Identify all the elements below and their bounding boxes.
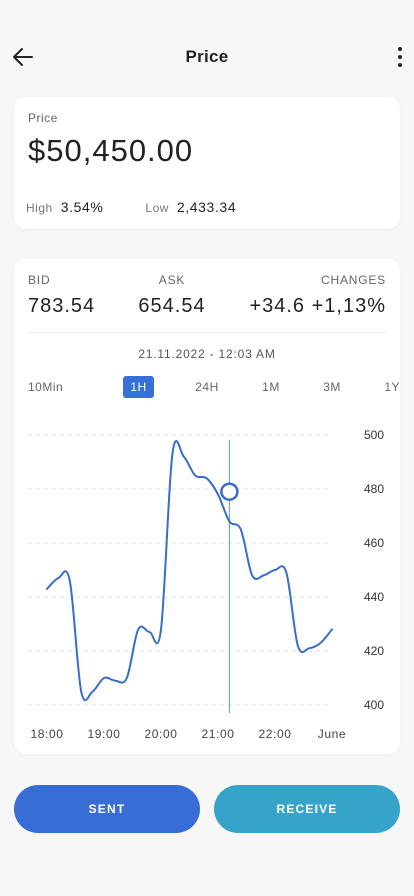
range-tab-1y[interactable]: 1Y <box>384 380 400 394</box>
changes-label: CHANGES <box>321 273 386 287</box>
low-value: 2,433.34 <box>176 199 237 215</box>
ask-value: 654.54 <box>138 295 206 317</box>
high-low-row: High 3.54% Low 2,433.34 <box>26 199 236 215</box>
range-tab-24h[interactable]: 24H <box>195 380 219 394</box>
page-title: Price <box>185 47 229 66</box>
market-card: BID 783.54 ASK 654.54 CHANGES +34.6 +1,1… <box>14 259 400 754</box>
y-tick-label: 460 <box>364 536 384 550</box>
bid-stat: BID 783.54 <box>28 273 95 318</box>
arrow-left-icon <box>13 48 33 66</box>
more-vertical-icon <box>398 47 402 51</box>
range-tab-1h[interactable]: 1H <box>123 376 154 398</box>
bid-value: 783.54 <box>28 295 96 317</box>
more-menu-button[interactable] <box>392 42 408 72</box>
x-axis-ticks: 18:00 19:00 20:00 21:00 22:00 June <box>30 727 346 741</box>
price-series-line <box>46 440 333 702</box>
chart-crosshair-point[interactable] <box>220 482 239 501</box>
bid-label: BID <box>28 273 51 287</box>
time-range-tabs: 10Min 1H 24H 1M 3M 1Y <box>28 376 400 398</box>
x-tick-label: June <box>318 727 346 741</box>
high-label: High <box>26 201 53 215</box>
app-header: Price <box>0 34 414 80</box>
range-tab-1m[interactable]: 1M <box>262 380 280 394</box>
high-value: 3.54% <box>60 199 104 215</box>
range-tab-3m[interactable]: 3M <box>323 380 341 394</box>
chart-datetime: 21.11.2022 - 12:03 AM <box>138 347 276 361</box>
x-tick-label: 20:00 <box>144 727 177 741</box>
x-tick-label: 18:00 <box>30 727 63 741</box>
changes-value: +34.6 +1,13% <box>249 295 386 317</box>
price-chart[interactable]: 500 480 460 440 420 400 18:00 19:00 20:00 21:00 2… <box>14 259 400 754</box>
y-axis-ticks: 500 480 460 440 420 400 <box>364 428 384 712</box>
changes-stat: CHANGES +34.6 +1,13% <box>249 273 386 318</box>
ask-stat: ASK 654.54 <box>135 273 209 318</box>
y-tick-label: 440 <box>364 590 384 604</box>
price-label: Price <box>28 111 58 125</box>
sent-button[interactable]: SENT <box>14 785 200 833</box>
low-label: Low <box>145 201 169 215</box>
ask-label: ASK <box>158 273 186 287</box>
price-card: Price $50,450.00 High 3.54% Low 2,433.34 <box>14 97 400 229</box>
chart-grid <box>28 434 332 706</box>
back-button[interactable] <box>8 42 38 72</box>
receive-button[interactable]: RECEIVE <box>214 785 400 833</box>
y-tick-label: 400 <box>364 698 384 712</box>
divider <box>28 332 386 333</box>
range-tab-10min[interactable]: 10Min <box>28 380 64 394</box>
price-value: $50,450.00 <box>28 133 194 168</box>
x-tick-label: 22:00 <box>258 727 291 741</box>
y-tick-label: 420 <box>364 644 384 658</box>
y-tick-label: 480 <box>364 482 384 496</box>
y-tick-label: 500 <box>364 428 384 442</box>
x-tick-label: 19:00 <box>87 727 120 741</box>
x-tick-label: 21:00 <box>201 727 234 741</box>
